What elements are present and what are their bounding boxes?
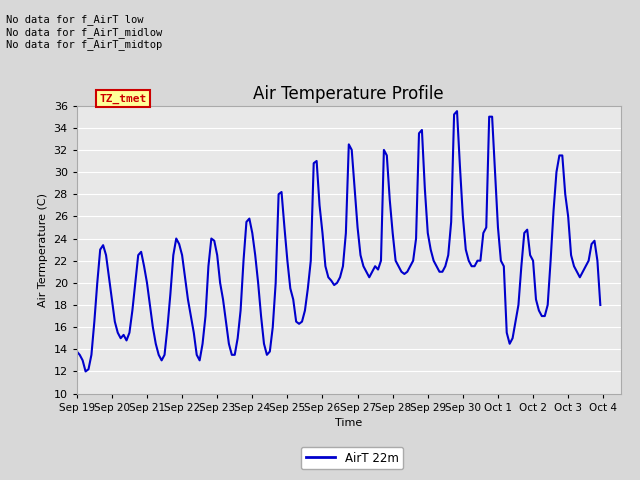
Legend: AirT 22m: AirT 22m [301, 447, 403, 469]
X-axis label: Time: Time [335, 418, 362, 428]
Text: No data for f_AirT low
No data for f_AirT_midlow
No data for f_AirT_midtop: No data for f_AirT low No data for f_Air… [6, 14, 163, 50]
Title: Air Temperature Profile: Air Temperature Profile [253, 84, 444, 103]
Text: TZ_tmet: TZ_tmet [99, 94, 147, 104]
Y-axis label: Air Termperature (C): Air Termperature (C) [38, 192, 48, 307]
